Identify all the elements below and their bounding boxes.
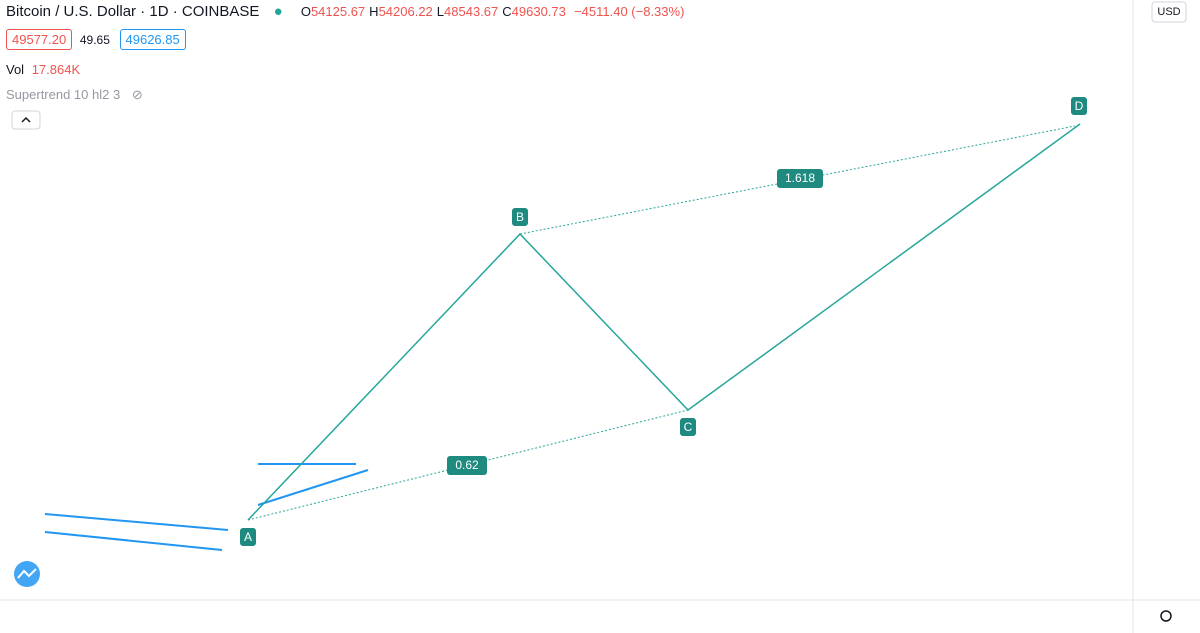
point-tag xyxy=(240,528,256,546)
point-label: C xyxy=(684,420,693,434)
ratio-label: 1.618 xyxy=(785,171,815,185)
trend-line xyxy=(44,531,223,551)
drawings: A B C D 1.618 0.62 xyxy=(44,97,1087,551)
ohlc-value: 54125.67 xyxy=(310,4,366,19)
volume-title: Vol xyxy=(6,62,25,77)
symbol-title: Bitcoin / U.S. Dollar · 1D · COINBASE xyxy=(6,3,260,20)
currency-label: USD xyxy=(1157,6,1180,18)
trend-line xyxy=(44,513,229,531)
ohlc-value: 48543.67 xyxy=(444,4,499,19)
settings-icon[interactable] xyxy=(1160,610,1172,622)
ohlc-key: C xyxy=(502,4,512,19)
hidden-icon[interactable]: ⊘ xyxy=(131,87,143,102)
point-tag xyxy=(680,418,696,436)
volume-current: 17.864K xyxy=(31,62,81,77)
collapse-icon xyxy=(21,116,31,123)
harmonic-pattern xyxy=(247,123,1081,521)
status-dot: ● xyxy=(273,3,283,20)
logo-glyph xyxy=(17,568,37,579)
ratio-tag xyxy=(777,169,823,188)
ohlc-legend: O54125.67 H54206.22 L48543.67 C49630.73 xyxy=(301,4,570,19)
indicator-legend: Supertrend 10 hl2 3 ⊘ xyxy=(6,87,143,103)
volume-legend: Vol 17.864K xyxy=(6,62,80,77)
point-label: D xyxy=(1075,99,1084,113)
ohlc-value: 49630.73 xyxy=(511,4,566,19)
ohlc-value: 54206.22 xyxy=(378,4,433,19)
ratio-label: 0.62 xyxy=(455,458,479,472)
pattern-dotted xyxy=(247,409,689,521)
point-label: B xyxy=(516,210,524,224)
point-tag xyxy=(512,208,528,226)
ohlc-key: H xyxy=(369,4,379,19)
spread: 49.65 xyxy=(79,33,110,47)
indicator-title: Supertrend 10 hl2 3 xyxy=(6,87,121,102)
currency-button[interactable] xyxy=(1151,1,1187,23)
ohlc-key: L xyxy=(436,4,445,19)
ratio-tag xyxy=(447,456,487,475)
point-tag xyxy=(1071,97,1087,115)
ohlc-key: O xyxy=(300,4,311,19)
change: −4511.40 (−8.33%) xyxy=(574,4,685,19)
bid-box[interactable]: 49577.20 xyxy=(6,29,73,50)
ask-box[interactable]: 49626.85 xyxy=(119,29,186,50)
symbol-row: Bitcoin / U.S. Dollar · 1D · COINBASE ● … xyxy=(6,3,684,20)
trend-line xyxy=(257,469,369,506)
collapse-button[interactable] xyxy=(11,110,41,130)
point-label: A xyxy=(244,530,252,544)
quote-row: 49577.20 49.65 49626.85 xyxy=(6,29,190,50)
